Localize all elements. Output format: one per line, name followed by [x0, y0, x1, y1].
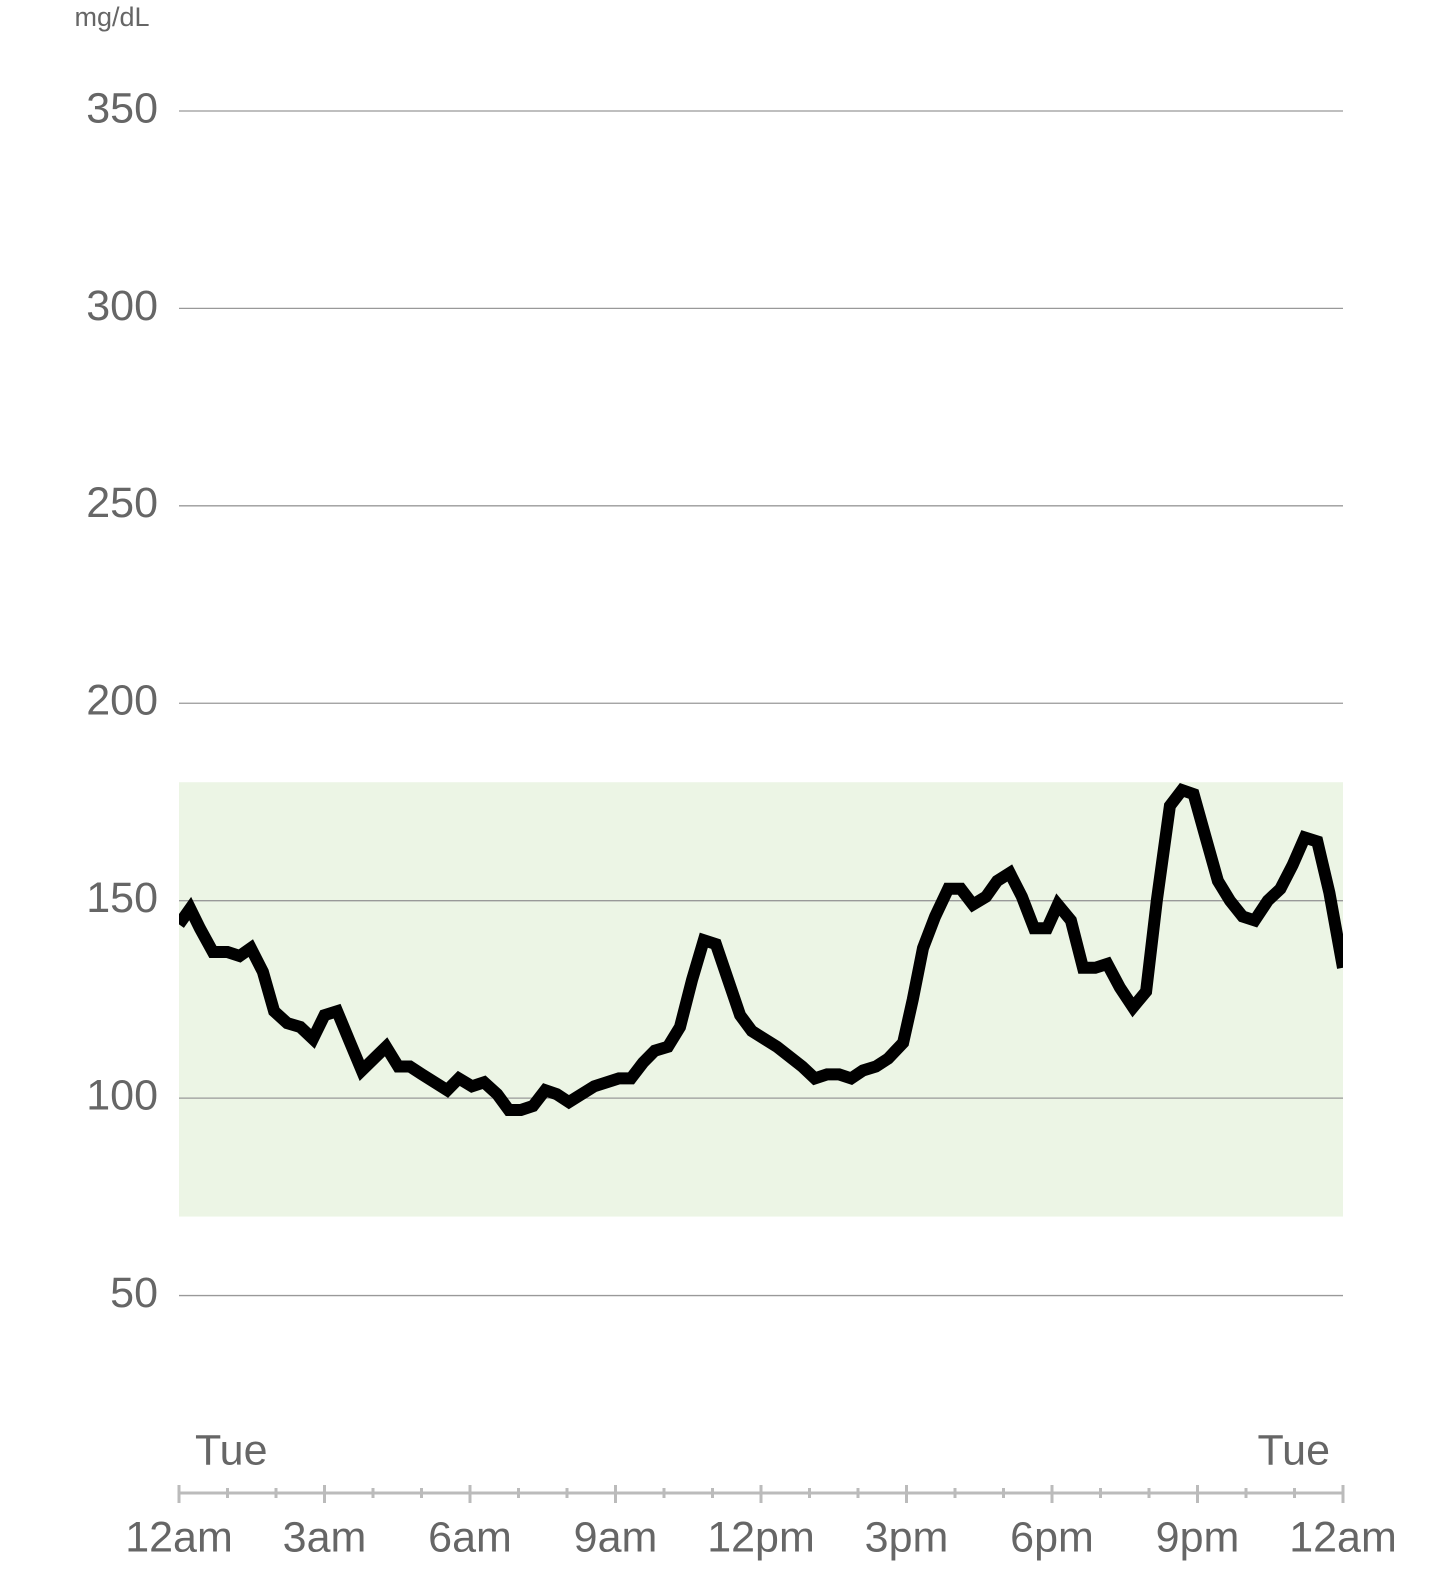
x-tick-label: 9pm [1156, 1513, 1240, 1561]
x-tick-label: 12am [1289, 1513, 1397, 1561]
x-tick-label: 12am [125, 1513, 233, 1561]
y-tick-label: 150 [86, 874, 158, 922]
x-tick-label: 3am [283, 1513, 367, 1561]
y-tick-label: 100 [86, 1071, 158, 1119]
x-tick-label: 12pm [707, 1513, 815, 1561]
day-label: Tue [195, 1426, 268, 1474]
y-tick-label: 300 [86, 282, 158, 330]
x-tick-label: 9am [574, 1513, 658, 1561]
y-tick-label: 250 [86, 479, 158, 527]
y-tick-label: 350 [86, 84, 158, 132]
target-range [179, 782, 1343, 1217]
x-tick-label: 3pm [865, 1513, 949, 1561]
x-tick-label: 6am [428, 1513, 512, 1561]
y-tick-label: 50 [110, 1269, 158, 1317]
y-tick-label: 200 [86, 677, 158, 725]
x-tick-label: 6pm [1010, 1513, 1094, 1561]
y-unit-label: mg/dL [74, 2, 149, 32]
glucose-line [179, 783, 1343, 1116]
day-label: Tue [1258, 1426, 1331, 1474]
